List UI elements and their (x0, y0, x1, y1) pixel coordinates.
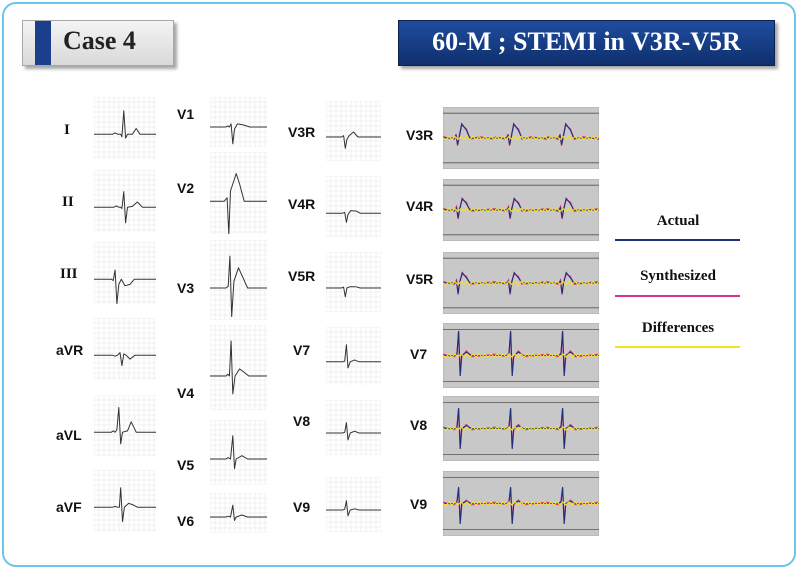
difference-trace (443, 207, 599, 213)
strip-background (210, 420, 267, 485)
col1-lead-label: II (62, 194, 74, 210)
strip-background (94, 395, 156, 457)
ecg-trace (94, 407, 156, 445)
col4-lead-label: V4R (406, 198, 434, 214)
ecg-lead-strip (210, 97, 267, 147)
ecg-trace (210, 504, 267, 521)
col3-lead-label: V9 (293, 499, 311, 515)
strip-background (94, 242, 156, 304)
strip-background (326, 327, 381, 385)
comparison-panel (443, 179, 599, 241)
comparison-panel (443, 471, 599, 536)
col1-lead-label: aVR (56, 342, 84, 358)
col4-lead-label: V9 (410, 496, 428, 512)
ecg-lead-strip (326, 101, 381, 161)
strip-background (94, 170, 156, 232)
ecg-trace (210, 173, 267, 234)
col1-lead-label: aVL (56, 427, 82, 443)
ecg-lead-strip (94, 97, 156, 159)
strip-background (326, 176, 381, 238)
ecg-trace (94, 269, 156, 304)
ecg-lead-strip (94, 395, 156, 457)
ecg-lead-strip (326, 327, 381, 385)
comparison-panel (443, 396, 599, 461)
strip-background (326, 477, 381, 532)
col2-lead-label: V4 (177, 385, 195, 401)
comparison-panel (443, 107, 599, 169)
difference-trace (443, 135, 599, 141)
strip-background (326, 400, 381, 455)
ecg-trace (210, 435, 267, 470)
ecg-trace (326, 131, 381, 149)
ecg-trace (210, 255, 267, 318)
strip-background (210, 325, 267, 410)
col3-lead-label: V4R (288, 196, 316, 212)
ecg-trace (326, 286, 381, 298)
ecg-trace (326, 422, 381, 441)
ecg-lead-strip (94, 170, 156, 232)
strip-background (210, 152, 267, 234)
slide-title: 60-M ; STEMI in V3R-V5R (432, 27, 741, 56)
col1-lead-label: aVF (56, 499, 82, 515)
case-label: Case 4 (63, 26, 136, 55)
ecg-lead-strip (326, 477, 381, 532)
ecg-trace (326, 344, 381, 369)
ecg-lead-strip (326, 400, 381, 455)
ecg-lead-strip (94, 318, 156, 380)
ecg-lead-strip (326, 176, 381, 238)
ecg-lead-strip (210, 420, 267, 485)
col3-lead-label: V8 (293, 413, 311, 429)
case-label-box: Case 4 (22, 20, 174, 66)
actual-trace (495, 197, 547, 218)
difference-trace (443, 501, 599, 506)
col2-lead-label: V6 (177, 513, 195, 529)
col1-lead-label: I (64, 122, 70, 138)
ecg-lead-strip (94, 242, 156, 304)
col1-lead-label: III (60, 266, 78, 282)
ecg-lead-strip (210, 152, 267, 234)
col4-lead-label: V7 (410, 346, 428, 362)
legend-line-differences (615, 346, 740, 348)
actual-trace (547, 271, 599, 294)
difference-trace (443, 280, 599, 286)
ecg-lead-strip (94, 470, 156, 532)
legend-label-differences: Differences (641, 320, 715, 336)
col4-lead-label: V8 (410, 417, 428, 433)
ecg-lead-strip (210, 325, 267, 410)
case-accent-bar (35, 21, 51, 65)
difference-trace (443, 426, 599, 431)
col3-lead-label: V5R (288, 268, 316, 284)
col2-lead-label: V3 (177, 280, 195, 296)
col2-lead-label: V5 (177, 457, 195, 473)
col3-lead-label: V3R (288, 124, 316, 140)
actual-trace (495, 122, 547, 145)
actual-trace (547, 197, 599, 218)
col4-lead-label: V3R (406, 127, 434, 143)
strip-background (94, 470, 156, 532)
strip-background (94, 318, 156, 380)
title-box: 60-M ; STEMI in V3R-V5R (398, 20, 775, 66)
ecg-trace (326, 500, 381, 517)
col4-lead-label: V5R (406, 271, 434, 287)
col3-lead-label: V7 (293, 342, 311, 358)
ecg-trace (94, 110, 156, 139)
legend-label-actual: Actual (656, 213, 700, 229)
legend-line-actual (615, 239, 740, 241)
ecg-trace (94, 487, 156, 522)
ecg-trace (210, 340, 267, 395)
comparison-panel (443, 252, 599, 314)
ecg-lead-strip (210, 493, 267, 533)
ecg-lead-strip (326, 252, 381, 312)
legend-label-synthesized: Synthesized (640, 268, 716, 284)
comparison-panel (443, 323, 599, 388)
col2-lead-label: V1 (177, 106, 195, 122)
legend-line-synthesized (615, 295, 740, 297)
ecg-trace (326, 210, 381, 223)
col2-lead-label: V2 (177, 180, 195, 196)
ecg-trace (210, 123, 267, 145)
ecg-lead-strip (210, 240, 267, 320)
ecg-trace (94, 191, 156, 224)
difference-trace (443, 353, 599, 358)
ecg-trace (94, 352, 156, 367)
